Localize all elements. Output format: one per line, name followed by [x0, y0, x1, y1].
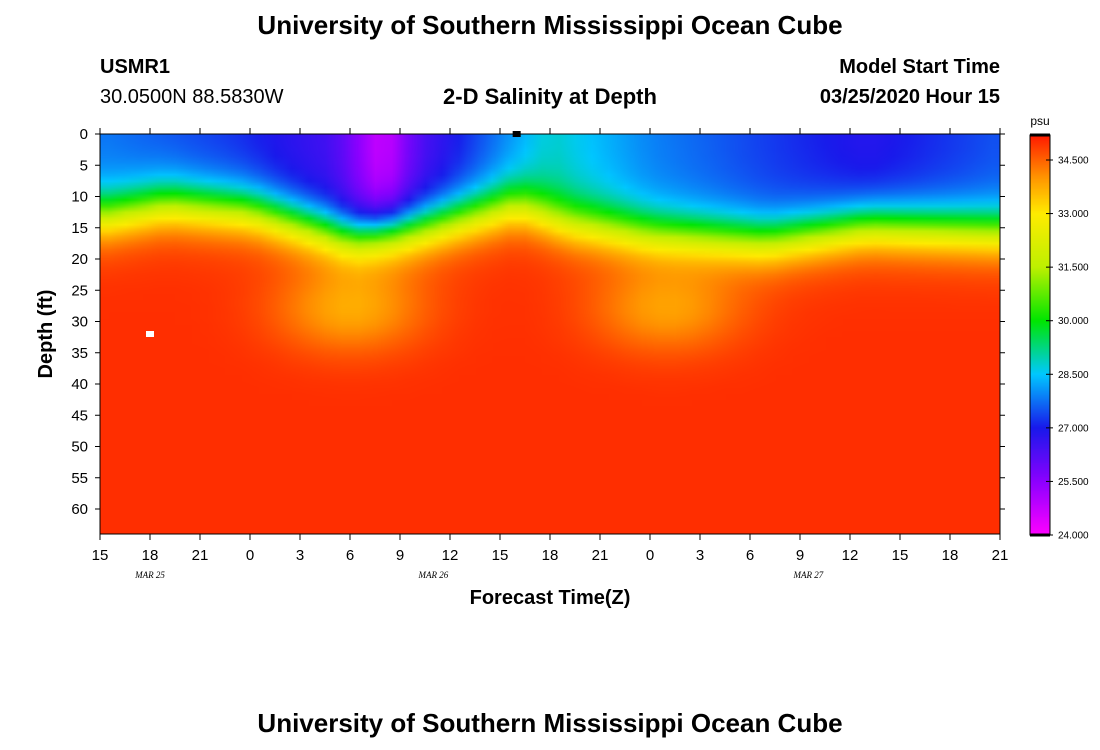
y-tick-label: 60 [71, 501, 88, 518]
colorbar-tick-label: 31.500 [1058, 263, 1089, 274]
data-markers [146, 131, 521, 337]
x-tick-label: 15 [492, 547, 509, 564]
x-tick-label: 15 [892, 547, 909, 564]
model-start-label: Model Start Time [839, 56, 1000, 78]
model-start-value: 03/25/2020 Hour 15 [819, 86, 1000, 108]
station-id: USMR1 [100, 56, 171, 78]
colorbar-tick-label: 34.500 [1058, 156, 1089, 167]
station-coords: 30.0500N 88.5830W [100, 86, 284, 108]
x-tick-label: 6 [746, 547, 754, 564]
colorbar-tick-label: 30.000 [1058, 316, 1089, 327]
x-tick-label: 12 [442, 547, 459, 564]
x-tick-label: 3 [296, 547, 304, 564]
salinity-heatmap [100, 134, 1000, 534]
y-tick-label: 10 [71, 189, 88, 206]
colorbar-tick-label: 28.500 [1058, 370, 1089, 381]
plot-title: 2-D Salinity at Depth [443, 84, 657, 109]
x-tick-label: 9 [796, 547, 804, 564]
x-tick-label: 9 [396, 547, 404, 564]
colorbar-ticks: 34.500 33.000 31.500 30.000 28.500 27.000 25.5… [1030, 133, 1089, 542]
x-tick-label: 0 [646, 547, 654, 564]
x-tick-label: 21 [592, 547, 609, 564]
x-date-label: MAR 26 [417, 570, 448, 580]
y-tick-label: 20 [71, 251, 88, 268]
y-tick-label: 40 [71, 376, 88, 393]
y-tick-label: 5 [80, 157, 88, 174]
x-axis-label: Forecast Time(Z) [470, 587, 631, 609]
y-axis-label: Depth (ft) [35, 290, 57, 379]
y-tick-label: 35 [71, 345, 88, 362]
colorbar-unit: psu [1030, 114, 1049, 128]
x-date-label: MAR 25 [134, 570, 165, 580]
data-marker [146, 331, 154, 337]
colorbar-tick-label: 27.000 [1058, 423, 1089, 434]
title-bottom: University of Southern Mississippi Ocean… [257, 708, 843, 738]
y-tick-label: 0 [80, 126, 88, 143]
x-tick-label: 15 [92, 547, 109, 564]
y-tick-label: 50 [71, 439, 88, 456]
colorbar: psu 34.500 33.000 31.500 30.000 28.500 27.000… [1029, 114, 1089, 542]
x-tick-label: 0 [246, 547, 254, 564]
colorbar-tick-label: 25.500 [1058, 477, 1089, 488]
x-tick-label: 12 [842, 547, 859, 564]
y-axis: 0 5 10 15 20 25 30 35 40 45 50 55 60 [71, 126, 1005, 534]
y-tick-label: 15 [71, 220, 88, 237]
y-tick-label: 30 [71, 314, 88, 331]
title-top: University of Southern Mississippi Ocean… [257, 10, 843, 40]
colorbar-tick-label: 24.000 [1058, 531, 1089, 542]
x-tick-label: 18 [942, 547, 959, 564]
x-tick-label: 18 [542, 547, 559, 564]
y-tick-label: 55 [71, 470, 88, 487]
x-tick-label: 21 [992, 547, 1009, 564]
x-tick-label: 21 [192, 547, 209, 564]
x-tick-label: 18 [142, 547, 159, 564]
colorbar-gradient [1030, 135, 1050, 535]
x-tick-label: 6 [346, 547, 354, 564]
x-axis: 15 18 21 0 3 6 9 12 15 18 21 0 3 6 9 12 15 18 21 MAR 25 MAR … [92, 128, 1009, 580]
colorbar-tick-label: 33.000 [1058, 209, 1089, 220]
x-date-label: MAR 27 [792, 570, 823, 580]
data-marker [512, 131, 521, 137]
y-tick-label: 45 [71, 407, 88, 424]
x-tick-label: 3 [696, 547, 704, 564]
y-tick-label: 25 [71, 282, 88, 299]
